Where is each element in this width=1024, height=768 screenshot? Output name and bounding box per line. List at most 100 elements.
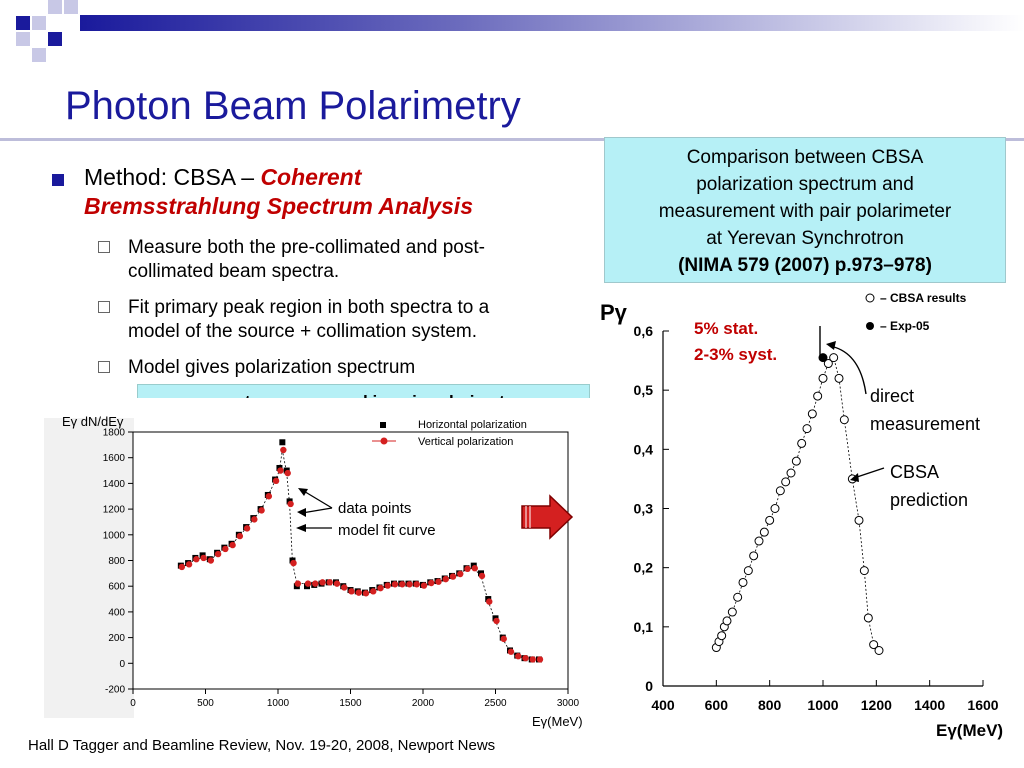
cbsa-point (823, 359, 833, 369)
spectrum-ylabel: Eγ dN/dEγ (62, 414, 124, 429)
cbsa-point (818, 373, 828, 383)
data-point-vertical (435, 578, 442, 585)
annotation-data-points: data points (338, 500, 411, 517)
corner-square-1 (16, 16, 30, 30)
sub-bullet-icon (98, 241, 110, 253)
cbsa-point (733, 592, 743, 602)
data-point-vertical (312, 580, 319, 587)
data-point-vertical (185, 561, 193, 568)
legend-filled-circle (866, 322, 874, 330)
method-prefix: Method: CBSA – (84, 164, 261, 190)
data-point-vertical (529, 656, 536, 663)
y-tick-label: 0 (645, 678, 653, 694)
annotation-direct: direct (870, 386, 914, 406)
cbsa-point (854, 515, 864, 525)
y-tick-label: 800 (108, 556, 125, 567)
data-point-vertical (500, 635, 507, 643)
data-point-vertical (522, 654, 529, 662)
y-tick-label: 0,3 (634, 501, 654, 517)
corner-square-5 (16, 32, 30, 46)
data-point-vertical (370, 588, 377, 595)
y-tick-label: 1200 (103, 505, 126, 516)
polarization-ylabel: Pγ (600, 300, 628, 325)
cbsa-point (834, 373, 844, 383)
data-point-vertical (420, 582, 428, 589)
cbsa-point (743, 566, 753, 576)
data-point-vertical (200, 554, 207, 562)
data-point-vertical (399, 581, 406, 588)
x-tick-label: 3000 (557, 698, 580, 709)
cbsa-point (770, 504, 780, 513)
corner-square-6 (48, 32, 62, 46)
data-point-vertical (478, 572, 486, 580)
sub-bullet-2-line2: model of the source + collimation system… (128, 321, 478, 342)
polarization-chart: 400 600 800 1000 1200 1400 1600 0 0,1 0,2 0,3 0,4 0,… (600, 291, 1003, 740)
spectrum-chart: 0 500 1000 1500 2000 2500 3000 -200 0 200 400 600 80… (40, 398, 600, 738)
data-point-vertical (486, 598, 493, 605)
data-point-vertical (326, 579, 333, 586)
annotation-syst: 2-3% syst. (694, 345, 777, 364)
legend-open-circle (865, 293, 875, 303)
data-point-vertical (287, 500, 294, 508)
data-point-vertical (406, 581, 413, 588)
data-point-vertical (294, 580, 302, 587)
title-divider (0, 138, 1024, 141)
corner-square-4 (64, 0, 78, 14)
info-line-1: Comparison between CBSA (686, 147, 924, 168)
cbsa-point (869, 640, 879, 650)
data-point-vertical (355, 589, 362, 596)
cbsa-point (807, 409, 817, 419)
data-point-vertical (243, 525, 251, 532)
corner-square-7 (32, 48, 46, 62)
legend-square-marker (380, 422, 386, 428)
y-tick-label: -200 (105, 685, 125, 696)
sub-bullet-icon (98, 301, 110, 313)
cbsa-point (765, 515, 775, 525)
cbsa-point (781, 477, 791, 487)
data-point-vertical (341, 584, 348, 591)
data-point-vertical (464, 565, 471, 573)
y-tick-label: 400 (108, 607, 125, 618)
y-tick-label: 1600 (103, 453, 126, 464)
info-line-5: (NIMA 579 (2007) p.973–978) (678, 255, 932, 276)
x-tick-label: 400 (651, 697, 675, 713)
cbsa-point (791, 456, 801, 466)
legend-horizontal: Horizontal polarization (418, 419, 527, 431)
x-tick-label: 2000 (412, 698, 435, 709)
y-tick-label: 0,6 (634, 323, 654, 339)
data-point-vertical (251, 516, 258, 523)
data-point-vertical (319, 579, 326, 586)
cbsa-point (775, 486, 785, 496)
spectrum-xlabel: Eγ(MeV) (532, 714, 583, 729)
x-tick-label: 1400 (914, 697, 945, 713)
data-point-vertical (507, 648, 515, 655)
y-tick-label: 0,4 (634, 441, 654, 457)
data-point-vertical (280, 446, 287, 454)
model-fit-curve (180, 449, 539, 660)
x-tick-label: 500 (197, 698, 214, 709)
annotation-prediction: prediction (890, 490, 968, 510)
x-tick-label: 800 (758, 697, 782, 713)
annotation-cbsa: CBSA (890, 462, 939, 482)
sub-bullet-1: Measure both the pre-collimated and post… (128, 236, 598, 284)
cbsa-point (738, 577, 748, 587)
x-tick-label: 1000 (267, 698, 290, 709)
footer-text: Hall D Tagger and Beamline Review, Nov. … (28, 737, 496, 754)
cbsa-point (874, 646, 884, 655)
data-point-vertical (290, 559, 297, 567)
method-bullet: Method: CBSA – Coherent Bremsstrahlung S… (84, 163, 594, 221)
annotation-pointers (819, 326, 885, 479)
y-tick-label: 1800 (103, 428, 126, 439)
sub-bullet-1-line2: collimated beam spectra. (128, 261, 340, 282)
cbsa-point (722, 616, 732, 626)
method-emphasis-2: Bremsstrahlung Spectrum Analysis (84, 193, 473, 219)
legend-exp: – Exp-05 (880, 319, 930, 333)
cbsa-point (727, 607, 737, 617)
cbsa-point (717, 631, 727, 641)
data-point-vertical (178, 563, 186, 571)
data-point-vertical (442, 575, 449, 583)
cbsa-point (813, 391, 823, 401)
measurement-point (818, 353, 828, 363)
data-point-vertical (333, 580, 341, 587)
data-point-vertical (413, 581, 420, 588)
